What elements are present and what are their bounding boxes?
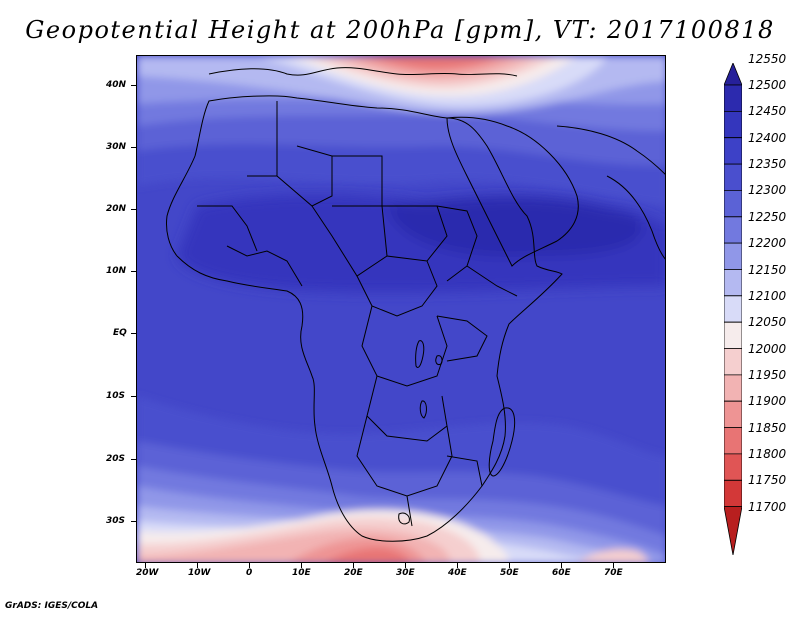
colorbar bbox=[724, 63, 742, 555]
lon-tick bbox=[301, 563, 302, 568]
grads-credit: GrADS: IGES/COLA bbox=[5, 601, 99, 611]
lat-tick bbox=[131, 209, 136, 210]
colorbar-swatch bbox=[724, 400, 742, 429]
lon-label: 20W bbox=[136, 568, 159, 578]
colorbar-swatch bbox=[724, 506, 742, 555]
colorbar-label: 12250 bbox=[748, 209, 787, 224]
lon-label: 20E bbox=[344, 568, 363, 578]
lat-label: 30N bbox=[106, 142, 127, 152]
lon-label: 0 bbox=[246, 568, 253, 578]
lon-label: 10W bbox=[188, 568, 211, 578]
northern-bands bbox=[137, 56, 665, 206]
colorbar-swatch bbox=[724, 453, 742, 481]
lat-tick bbox=[131, 521, 136, 522]
lon-tick bbox=[561, 563, 562, 568]
colorbar-label: 12550 bbox=[748, 51, 787, 66]
lat-label: 40N bbox=[106, 80, 127, 90]
colorbar-swatch bbox=[724, 321, 742, 349]
colorbar-swatch bbox=[724, 269, 742, 297]
lat-label: 30S bbox=[106, 516, 126, 526]
colorbar-label: 11900 bbox=[748, 394, 787, 409]
colorbar-label: 11700 bbox=[748, 499, 787, 514]
lon-tick bbox=[249, 563, 250, 568]
colorbar-label: 12050 bbox=[748, 315, 787, 330]
lon-tick bbox=[353, 563, 354, 568]
colorbar-swatch bbox=[724, 163, 742, 191]
lat-label: 20N bbox=[106, 204, 127, 214]
colorbar-swatch bbox=[724, 295, 742, 323]
chart-title: Geopotential Height at 200hPa [gpm], VT:… bbox=[25, 16, 775, 44]
lon-label: 40E bbox=[448, 568, 467, 578]
colorbar-label: 12450 bbox=[748, 104, 787, 119]
colorbar-label: 11950 bbox=[748, 367, 787, 382]
lat-tick bbox=[131, 459, 136, 460]
colorbar-swatch bbox=[724, 216, 742, 244]
colorbar-swatch bbox=[724, 63, 742, 86]
colorbar-label: 12100 bbox=[748, 288, 787, 303]
colorbar-label: 12150 bbox=[748, 262, 787, 277]
colorbar-swatch bbox=[724, 374, 742, 402]
lat-label: 20S bbox=[106, 454, 126, 464]
height-field bbox=[137, 56, 665, 562]
tropical-core bbox=[177, 194, 665, 293]
colorbar-swatch bbox=[724, 427, 742, 455]
lon-tick bbox=[145, 563, 146, 568]
lat-tick bbox=[131, 333, 136, 334]
lat-tick bbox=[131, 85, 136, 86]
lon-tick bbox=[613, 563, 614, 568]
lon-tick bbox=[457, 563, 458, 568]
colorbar-swatch bbox=[724, 242, 742, 270]
colorbar-swatch bbox=[724, 479, 742, 508]
colorbar-label: 12350 bbox=[748, 157, 787, 172]
colorbar-label: 11750 bbox=[748, 473, 787, 488]
lat-label: 10S bbox=[106, 391, 126, 401]
map-panel bbox=[136, 55, 666, 563]
lon-label: 70E bbox=[604, 568, 623, 578]
lon-label: 60E bbox=[552, 568, 571, 578]
colorbar-label: 12200 bbox=[748, 236, 787, 251]
colorbar-label: 11800 bbox=[748, 446, 787, 461]
colorbar-swatch bbox=[724, 348, 742, 376]
colorbar-label: 12400 bbox=[748, 130, 787, 145]
lat-tick bbox=[131, 147, 136, 148]
lon-tick bbox=[197, 563, 198, 568]
coastlines bbox=[166, 67, 665, 542]
lon-tick bbox=[509, 563, 510, 568]
colorbar-label: 12000 bbox=[748, 341, 787, 356]
colorbar-swatch bbox=[724, 111, 742, 139]
southern-bands bbox=[137, 396, 665, 562]
colorbar-swatch bbox=[724, 84, 742, 112]
lat-label: 10N bbox=[106, 266, 127, 276]
lat-label: EQ bbox=[113, 328, 127, 338]
colorbar-label: 12300 bbox=[748, 183, 787, 198]
lon-tick bbox=[405, 563, 406, 568]
lat-tick bbox=[131, 271, 136, 272]
colorbar-swatch bbox=[724, 137, 742, 165]
colorbar-swatch bbox=[724, 190, 742, 218]
lon-label: 10E bbox=[292, 568, 311, 578]
lon-label: 30E bbox=[396, 568, 415, 578]
lon-label: 50E bbox=[500, 568, 519, 578]
colorbar-label: 11850 bbox=[748, 420, 787, 435]
lat-tick bbox=[131, 396, 136, 397]
colorbar-label: 12500 bbox=[748, 78, 787, 92]
